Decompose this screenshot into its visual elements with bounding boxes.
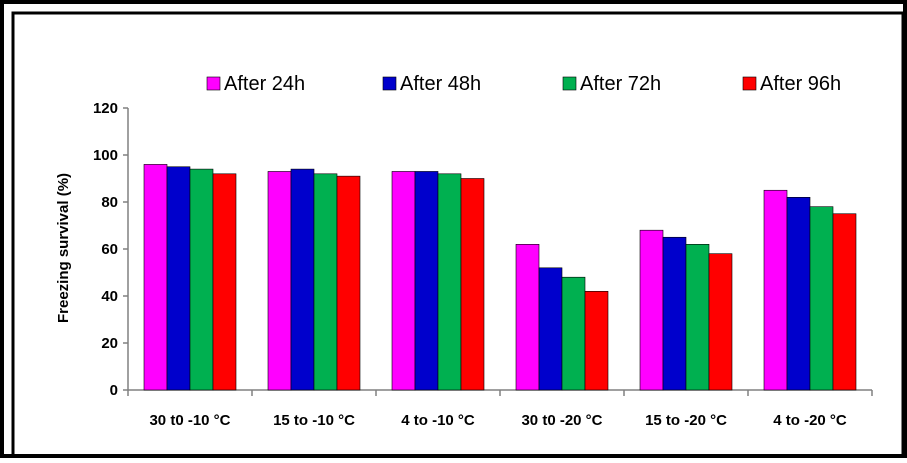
- y-axis: 0 20 40 60 80 100 120: [93, 100, 129, 399]
- bar-after-96h: [336, 175, 361, 391]
- bar-after-96h: [212, 173, 237, 391]
- legend: After 24h After 48h After 72h After 96h: [206, 73, 841, 95]
- x-category-label: 4 to -20 °C: [773, 412, 847, 429]
- legend-swatch: [206, 76, 221, 91]
- y-tick-label: 80: [101, 194, 118, 211]
- y-tick-label: 100: [93, 147, 118, 164]
- bar-after-96h: [708, 253, 733, 391]
- y-tick-label: 120: [93, 100, 118, 117]
- legend-label: After 24h: [224, 73, 305, 95]
- legend-item: After 48h: [382, 73, 481, 95]
- bar-after-24h: [763, 189, 788, 391]
- x-category-label: 30 t0 -10 °C: [149, 412, 230, 429]
- bar-after-96h: [832, 213, 857, 391]
- y-axis-title: Freezing survival (%): [55, 173, 72, 323]
- legend-item: After 24h: [206, 73, 305, 95]
- legend-swatch: [562, 76, 577, 91]
- y-tick-label: 40: [101, 288, 118, 305]
- bar-after-96h: [460, 178, 485, 391]
- x-category-label: 15 to -20 °C: [645, 412, 727, 429]
- bars: [143, 164, 857, 391]
- bar-after-24h: [391, 171, 416, 391]
- legend-item: After 72h: [562, 73, 661, 95]
- bar-after-72h: [313, 173, 338, 391]
- bar-after-48h: [662, 236, 687, 391]
- legend-label: After 96h: [760, 73, 841, 95]
- bar-after-72h: [561, 276, 586, 391]
- bar-after-48h: [414, 171, 439, 391]
- bar-after-48h: [786, 197, 811, 391]
- x-category-label: 30 t0 -20 °C: [521, 412, 602, 429]
- y-tick-label: 20: [101, 335, 118, 352]
- bar-after-96h: [584, 290, 609, 391]
- bar-after-24h: [515, 244, 540, 391]
- x-axis: 30 t0 -10 °C 15 to -10 °C 4 to -10 °C 30 t0…: [127, 389, 873, 429]
- legend-item: After 96h: [742, 73, 841, 95]
- x-category-label: 15 to -10 °C: [273, 412, 355, 429]
- x-category-label: 4 to -10 °C: [401, 412, 475, 429]
- legend-label: After 48h: [400, 73, 481, 95]
- bar-after-24h: [143, 164, 168, 391]
- legend-swatch: [742, 76, 757, 91]
- legend-label: After 72h: [580, 73, 661, 95]
- legend-swatch: [382, 76, 397, 91]
- bar-after-72h: [437, 173, 462, 391]
- bar-after-48h: [166, 166, 191, 391]
- bar-after-72h: [809, 206, 834, 391]
- bar-after-24h: [267, 171, 292, 391]
- bar-after-48h: [290, 168, 315, 391]
- bar-after-24h: [639, 229, 664, 391]
- y-tick-label: 60: [101, 241, 118, 258]
- bar-after-72h: [685, 244, 710, 391]
- bar-after-48h: [538, 267, 563, 391]
- bar-after-72h: [189, 168, 214, 391]
- y-tick-label: 0: [110, 382, 118, 399]
